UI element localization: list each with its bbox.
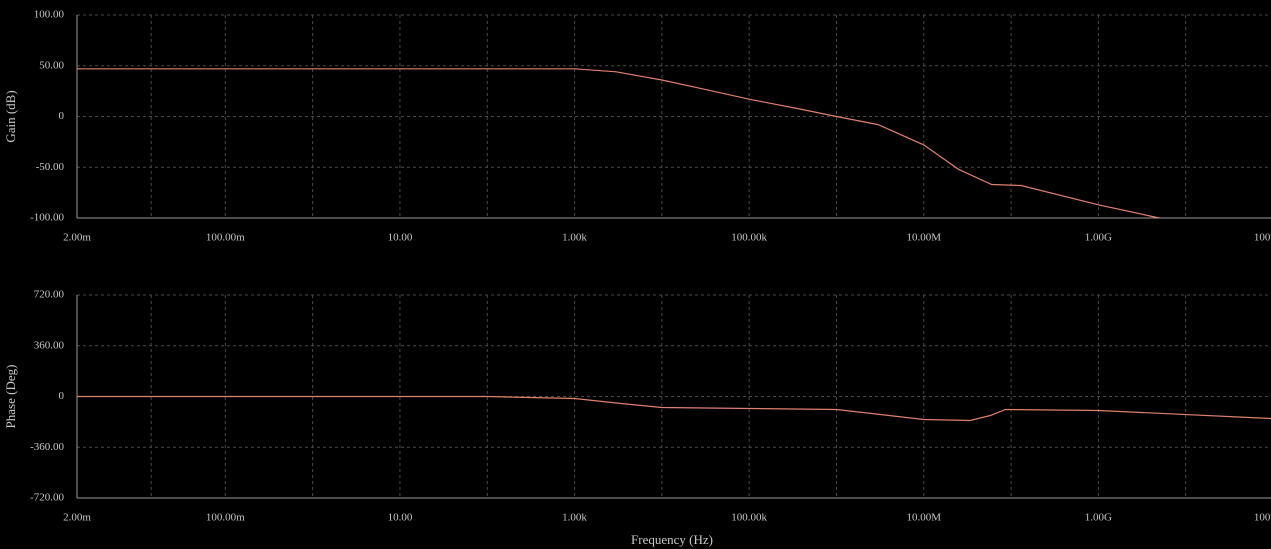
x-tick-label: 100.00m	[206, 232, 245, 244]
x-tick-label: 2.00m	[63, 232, 91, 244]
x-tick-label: 10.00M	[907, 232, 942, 244]
y-axis-title: Phase (Deg)	[3, 365, 18, 429]
y-tick-label: -50.00	[36, 161, 65, 173]
x-tick-label: 1.00G	[1085, 232, 1112, 244]
trace-line	[77, 395, 1271, 422]
y-tick-label: 0	[59, 390, 65, 402]
x-axis-title: Frequency (Hz)	[631, 532, 713, 547]
x-tick-label: 100.00G	[1254, 512, 1271, 524]
x-tick-label: 10.00M	[907, 512, 942, 524]
x-tick-label: 100.00G	[1254, 232, 1271, 244]
y-tick-label: -100.00	[30, 212, 64, 224]
y-tick-label: -720.00	[30, 492, 64, 504]
x-tick-label: 1.00k	[562, 512, 587, 524]
y-axis-title: Gain (dB)	[3, 90, 18, 142]
x-tick-label: 100.00k	[731, 232, 767, 244]
x-tick-label: 100.00m	[206, 512, 245, 524]
x-tick-label: 10.00	[388, 232, 413, 244]
x-tick-label: 2.00m	[63, 512, 91, 524]
y-tick-label: -360.00	[30, 441, 64, 453]
y-tick-label: 720.00	[34, 289, 65, 301]
x-tick-label: 100.00k	[731, 512, 767, 524]
trace-line	[77, 68, 1160, 219]
y-tick-label: 0	[59, 110, 65, 122]
y-tick-label: 100.00	[34, 9, 65, 21]
y-tick-label: 360.00	[34, 339, 65, 351]
x-tick-label: 1.00k	[562, 232, 587, 244]
y-tick-label: 50.00	[39, 59, 64, 71]
x-tick-label: 1.00G	[1085, 512, 1112, 524]
x-tick-label: 10.00	[388, 512, 413, 524]
